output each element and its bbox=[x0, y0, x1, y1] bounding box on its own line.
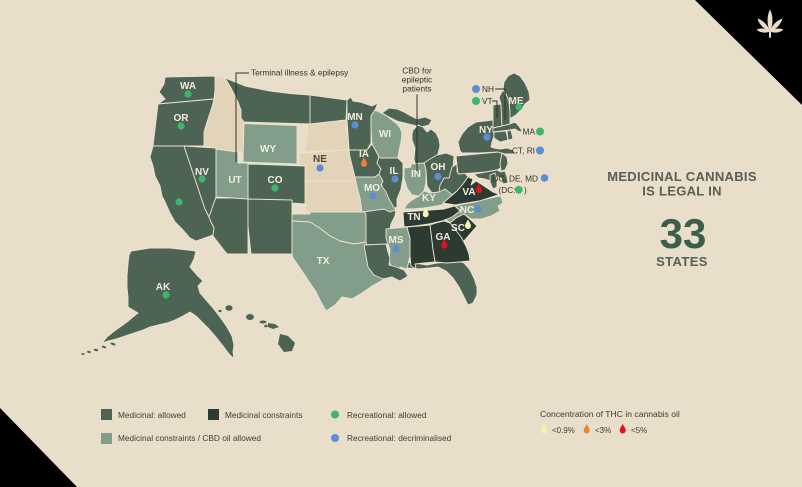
svg-text:(DC:: (DC: bbox=[499, 185, 516, 195]
svg-text:NV: NV bbox=[195, 167, 209, 178]
svg-text:epileptic: epileptic bbox=[402, 75, 432, 85]
svg-text:DC, DE, MD: DC, DE, MD bbox=[492, 173, 538, 183]
svg-text:IS LEGAL IN: IS LEGAL IN bbox=[642, 184, 722, 199]
svg-text:Medicinal: allowed: Medicinal: allowed bbox=[118, 410, 186, 420]
svg-text:MA: MA bbox=[523, 127, 536, 137]
svg-text:MO: MO bbox=[364, 183, 380, 194]
svg-text:Recreational: allowed: Recreational: allowed bbox=[347, 410, 427, 420]
svg-text:CT, RI: CT, RI bbox=[512, 146, 535, 156]
svg-text:<0.9%: <0.9% bbox=[552, 426, 575, 435]
svg-text:STATES: STATES bbox=[656, 254, 708, 269]
svg-text:VA: VA bbox=[462, 187, 475, 198]
svg-text:IL: IL bbox=[390, 166, 399, 177]
svg-text:IA: IA bbox=[359, 149, 369, 160]
svg-text:AK: AK bbox=[156, 282, 171, 293]
svg-text:MN: MN bbox=[347, 112, 363, 123]
svg-text:<5%: <5% bbox=[631, 426, 647, 435]
svg-text:GA: GA bbox=[436, 232, 451, 243]
svg-text:Medicinal constraints: Medicinal constraints bbox=[225, 410, 302, 420]
svg-text:WI: WI bbox=[379, 129, 391, 140]
svg-text:Recreational: decriminalised: Recreational: decriminalised bbox=[347, 433, 452, 443]
svg-text:MEDICINAL CANNABIS: MEDICINAL CANNABIS bbox=[607, 169, 757, 184]
svg-text:MS: MS bbox=[389, 235, 404, 246]
svg-text:SC: SC bbox=[451, 223, 465, 234]
svg-text:CBD for: CBD for bbox=[402, 66, 432, 76]
svg-text:Concentration of THC in cannab: Concentration of THC in cannabis oil bbox=[540, 409, 680, 419]
svg-text:Terminal illness & epilepsy: Terminal illness & epilepsy bbox=[251, 68, 349, 78]
svg-text:KY: KY bbox=[422, 193, 436, 204]
svg-text:ME: ME bbox=[509, 96, 524, 107]
svg-text:NY: NY bbox=[479, 125, 493, 136]
svg-text:TX: TX bbox=[317, 256, 330, 267]
svg-text:WY: WY bbox=[260, 144, 276, 155]
svg-text:NH: NH bbox=[482, 84, 494, 94]
svg-text:UT: UT bbox=[228, 175, 241, 186]
svg-text:VT: VT bbox=[482, 96, 493, 106]
svg-text:Medicinal constraints / CBD oi: Medicinal constraints / CBD oil allowed bbox=[118, 433, 261, 443]
svg-text:NE: NE bbox=[313, 154, 327, 165]
svg-text:<3%: <3% bbox=[595, 426, 611, 435]
svg-text:OH: OH bbox=[431, 162, 446, 173]
svg-text:patients: patients bbox=[402, 84, 431, 94]
svg-text:OR: OR bbox=[174, 113, 190, 124]
svg-text:33: 33 bbox=[660, 210, 707, 257]
svg-text:CO: CO bbox=[268, 175, 283, 186]
svg-text:): ) bbox=[524, 185, 527, 195]
svg-text:WA: WA bbox=[180, 81, 196, 92]
svg-text:IN: IN bbox=[411, 169, 421, 180]
svg-text:TN: TN bbox=[407, 212, 420, 223]
svg-text:NC: NC bbox=[460, 205, 474, 216]
